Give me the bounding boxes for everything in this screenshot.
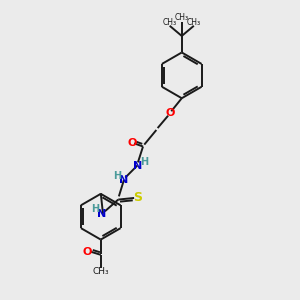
Text: CH₃: CH₃: [187, 18, 201, 27]
Text: H: H: [113, 171, 121, 181]
Text: N: N: [97, 209, 106, 219]
Text: CH₃: CH₃: [163, 18, 177, 27]
Text: O: O: [128, 138, 137, 148]
Text: H: H: [140, 157, 148, 167]
Text: N: N: [119, 175, 129, 185]
Text: O: O: [82, 247, 92, 257]
Text: O: O: [165, 109, 174, 118]
Text: N: N: [133, 160, 142, 171]
Text: CH₃: CH₃: [175, 13, 189, 22]
Text: CH₃: CH₃: [92, 266, 109, 275]
Text: H: H: [91, 204, 99, 214]
Text: S: S: [133, 191, 142, 205]
